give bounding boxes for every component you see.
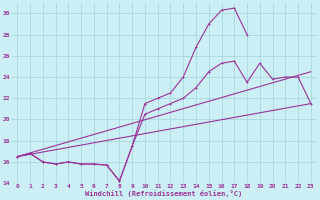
X-axis label: Windchill (Refroidissement éolien,°C): Windchill (Refroidissement éolien,°C): [85, 190, 243, 197]
